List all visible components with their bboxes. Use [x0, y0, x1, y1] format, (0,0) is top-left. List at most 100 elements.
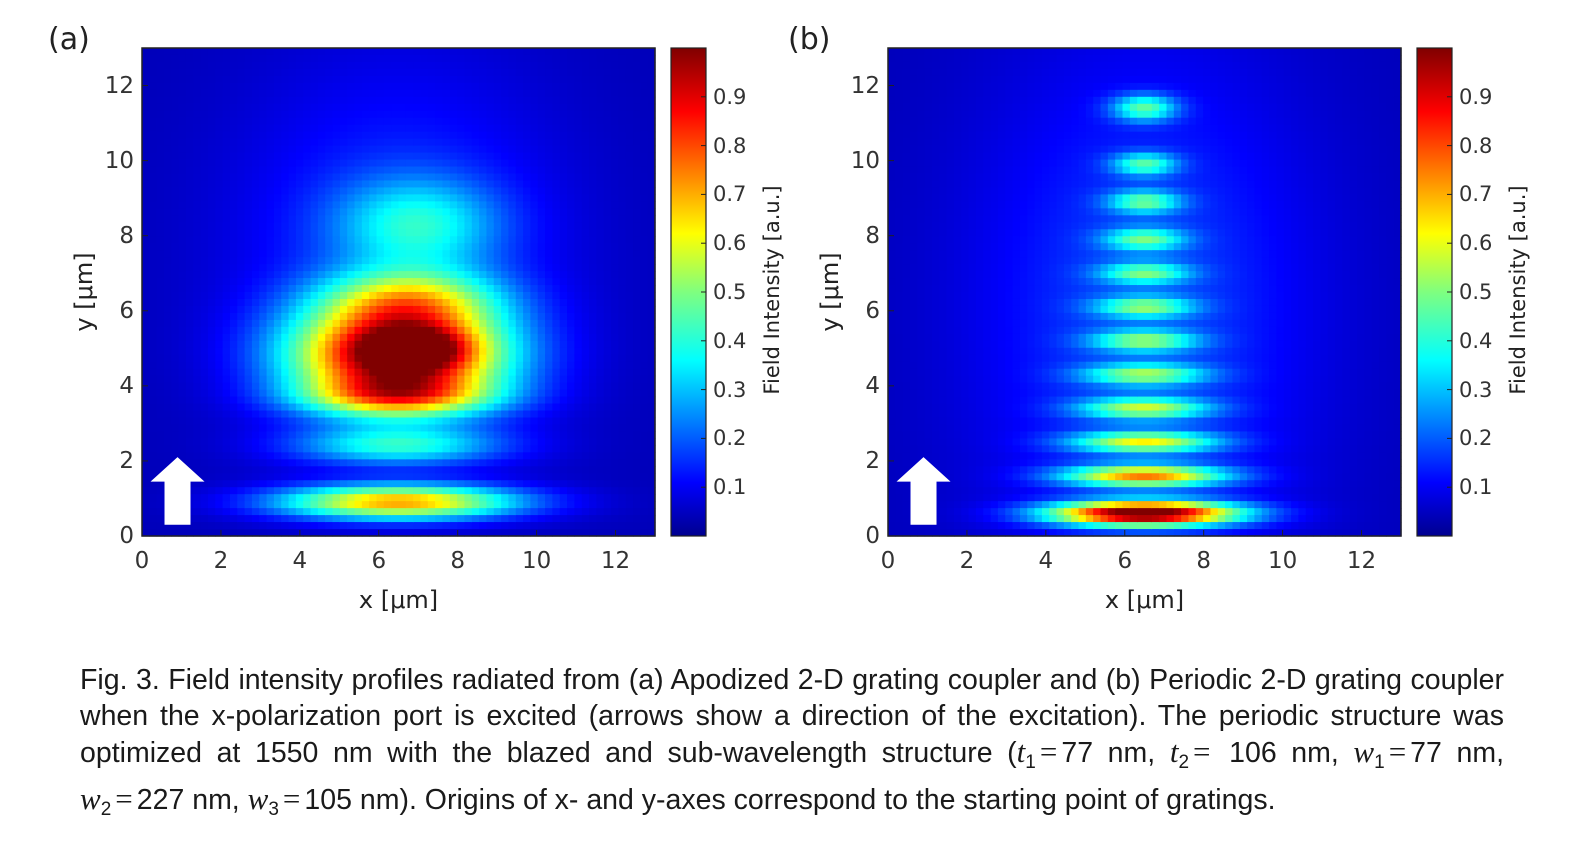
heatmap-cell — [545, 271, 553, 279]
heatmap-cell — [163, 257, 172, 265]
heatmap-cell — [273, 417, 282, 426]
heatmap-cell — [347, 473, 356, 481]
heatmap-cell — [559, 54, 568, 63]
heatmap-cell — [471, 438, 480, 446]
heatmap-cell — [237, 424, 246, 433]
heatmap-cell — [471, 424, 480, 433]
heatmap-cell — [339, 82, 348, 91]
heatmap-cell — [442, 215, 451, 223]
heatmap-cell — [552, 68, 561, 77]
heatmap-cell — [237, 438, 246, 446]
heatmap-cell — [457, 89, 466, 98]
heatmap-cell — [303, 326, 312, 335]
heatmap-cell — [581, 180, 590, 189]
heatmap-cell — [193, 103, 202, 112]
heatmap-cell — [229, 131, 238, 140]
heatmap-cell — [383, 501, 392, 509]
heatmap-cell — [413, 396, 422, 405]
heatmap-cell — [391, 466, 400, 474]
heatmap-cell — [405, 319, 414, 328]
heatmap-cell — [559, 459, 568, 467]
heatmap-cell — [611, 515, 619, 523]
heatmap-cell — [888, 117, 896, 126]
heatmap-cell — [142, 445, 150, 453]
heatmap-cell — [207, 424, 216, 433]
heatmap-cell — [207, 285, 216, 293]
heatmap-cell — [229, 333, 238, 342]
heatmap-cell — [244, 529, 253, 537]
heatmap-cell — [486, 305, 495, 314]
heatmap-cell — [332, 410, 341, 419]
heatmap-cell — [339, 438, 348, 446]
heatmap-cell — [244, 459, 253, 467]
heatmap-cell — [229, 173, 238, 182]
heatmap-cell — [171, 278, 180, 286]
heatmap-cell — [515, 487, 524, 495]
heatmap-cell — [163, 438, 172, 446]
heatmap-cell — [193, 75, 202, 84]
heatmap-cell — [559, 389, 568, 398]
heatmap-cell — [589, 529, 597, 537]
heatmap-cell — [142, 354, 150, 363]
heatmap-cell — [185, 89, 194, 98]
heatmap-cell — [354, 138, 363, 147]
heatmap-cell — [325, 229, 334, 237]
heatmap-cell — [281, 68, 290, 77]
heatmap-cell — [449, 445, 458, 453]
heatmap-cell — [215, 466, 224, 474]
heatmap-cell — [251, 61, 260, 70]
heatmap-cell — [625, 361, 634, 370]
heatmap-cell — [405, 326, 414, 335]
heatmap-cell — [193, 508, 202, 516]
heatmap-cell — [281, 333, 290, 342]
heatmap-cell — [193, 389, 202, 398]
heatmap-cell — [574, 424, 583, 433]
heatmap-cell — [405, 522, 414, 530]
heatmap-cell — [508, 354, 517, 363]
heatmap-cell — [618, 494, 627, 502]
heatmap-cell — [354, 243, 363, 251]
heatmap-cell — [251, 347, 260, 356]
heatmap-cell — [427, 333, 436, 342]
heatmap-cell — [596, 103, 605, 112]
heatmap-cell — [391, 473, 400, 481]
heatmap-cell — [193, 166, 202, 175]
heatmap-cell — [420, 54, 429, 63]
heatmap-cell — [339, 319, 348, 328]
heatmap-cell — [471, 82, 480, 91]
heatmap-cell — [596, 117, 605, 126]
heatmap-cell — [142, 305, 150, 314]
heatmap-cell — [479, 103, 488, 112]
heatmap-cell — [618, 236, 627, 244]
heatmap-cell — [888, 250, 896, 258]
heatmap-cell — [625, 166, 634, 175]
heatmap-cell — [317, 494, 326, 502]
heatmap-cell — [413, 333, 422, 342]
heatmap-cell — [888, 166, 896, 175]
heatmap-cell — [640, 480, 649, 488]
heatmap-cell — [589, 417, 597, 426]
heatmap-cell — [581, 361, 590, 370]
heatmap-cell — [171, 438, 180, 446]
heatmap-cell — [369, 159, 378, 168]
heatmap-cell — [354, 159, 363, 168]
heatmap-cell — [303, 68, 312, 77]
heatmap-cell — [442, 68, 451, 77]
heatmap-cell — [545, 522, 553, 530]
heatmap-cell — [888, 445, 896, 453]
heatmap-cell — [163, 96, 172, 105]
heatmap-cell — [310, 522, 319, 530]
heatmap-cell — [266, 389, 275, 398]
heatmap-cell — [633, 368, 641, 377]
heatmap-cell — [888, 201, 896, 209]
heatmap-cell — [405, 264, 414, 272]
heatmap-cell — [303, 152, 312, 161]
heatmap-cell — [501, 138, 510, 147]
heatmap-cell — [589, 508, 597, 516]
heatmap-cell — [545, 54, 553, 63]
heatmap-cell — [442, 417, 451, 426]
heatmap-cell — [347, 75, 356, 84]
heatmap-cell — [647, 445, 656, 453]
heatmap-cell — [647, 278, 656, 286]
heatmap-cell — [222, 501, 231, 509]
